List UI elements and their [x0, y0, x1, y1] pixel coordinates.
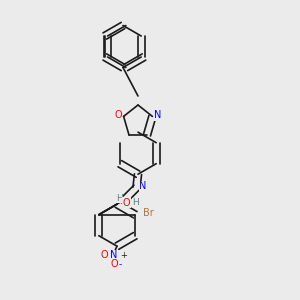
- Text: O: O: [110, 259, 118, 269]
- Text: O: O: [123, 198, 130, 208]
- Text: N: N: [154, 110, 161, 121]
- Text: H: H: [132, 198, 139, 207]
- Text: H: H: [116, 194, 122, 203]
- Text: Br: Br: [143, 208, 154, 218]
- Text: N: N: [140, 181, 147, 191]
- Text: O: O: [114, 110, 122, 121]
- Text: -: -: [119, 260, 122, 269]
- Text: +: +: [120, 251, 127, 260]
- Text: O: O: [100, 250, 108, 260]
- Text: N: N: [110, 250, 118, 260]
